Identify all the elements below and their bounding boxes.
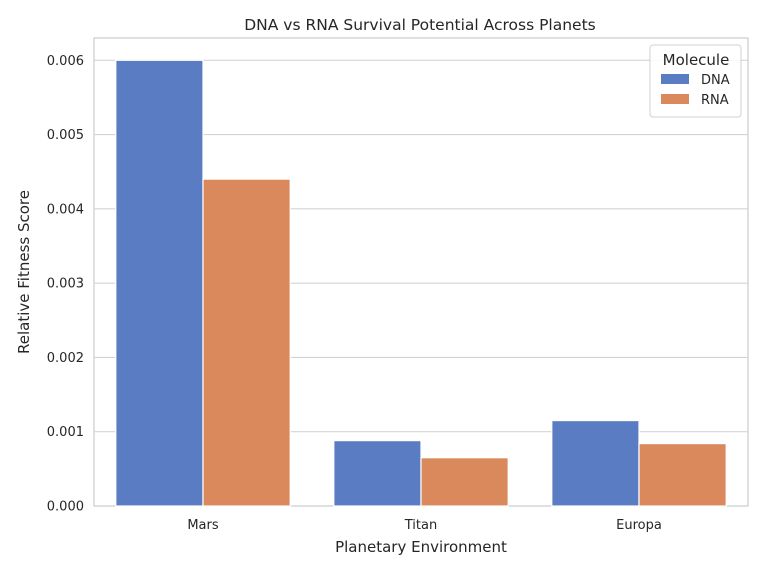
legend-swatch-dna: [661, 74, 689, 84]
y-tick-label: 0.005: [47, 128, 84, 143]
x-axis-ticks: Mars Titan Europa: [187, 518, 662, 533]
chart-title: DNA vs RNA Survival Potential Across Pla…: [244, 16, 596, 34]
bar-rna-mars: [202, 178, 291, 507]
bar-dna-mars: [115, 59, 204, 507]
legend-label-rna: RNA: [701, 93, 729, 108]
y-tick-label: 0.002: [47, 351, 84, 366]
bar-dna-europa: [551, 419, 640, 507]
y-tick-label: 0.001: [47, 425, 84, 440]
y-tick-label: 0.006: [47, 54, 84, 69]
plot-area: 0.000 0.001 0.002 0.003 0.004 0.005 0.006 Mars…: [47, 37, 749, 533]
y-axis-label: Relative Fitness Score: [15, 190, 33, 354]
x-tick-label: Mars: [187, 518, 219, 533]
y-tick-label: 0.000: [47, 500, 84, 515]
bar-rna-titan: [420, 457, 509, 507]
x-axis-label: Planetary Environment: [335, 538, 507, 556]
bar-dna-titan: [333, 440, 422, 507]
bar-rna-europa: [638, 443, 727, 507]
bars: [115, 59, 727, 507]
legend-swatch-rna: [661, 94, 689, 104]
y-tick-label: 0.003: [47, 277, 84, 292]
y-tick-label: 0.004: [47, 202, 84, 217]
legend-label-dna: DNA: [701, 73, 730, 88]
y-axis-ticks: 0.000 0.001 0.002 0.003 0.004 0.005 0.006: [47, 54, 84, 515]
legend-items: DNA RNA: [661, 73, 730, 108]
legend: Molecule DNA RNA: [649, 44, 742, 118]
x-tick-label: Europa: [616, 518, 662, 533]
legend-title: Molecule: [663, 51, 730, 69]
x-tick-label: Titan: [404, 518, 437, 533]
